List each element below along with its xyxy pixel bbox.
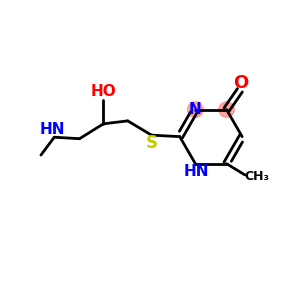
Text: HN: HN [40, 122, 66, 137]
Text: O: O [233, 74, 248, 92]
Text: CH₃: CH₃ [244, 170, 269, 183]
Text: S: S [146, 134, 158, 152]
Text: HO: HO [91, 84, 116, 99]
Ellipse shape [219, 102, 234, 117]
Text: HN: HN [184, 164, 209, 179]
Text: N: N [189, 102, 201, 117]
Ellipse shape [188, 102, 203, 117]
